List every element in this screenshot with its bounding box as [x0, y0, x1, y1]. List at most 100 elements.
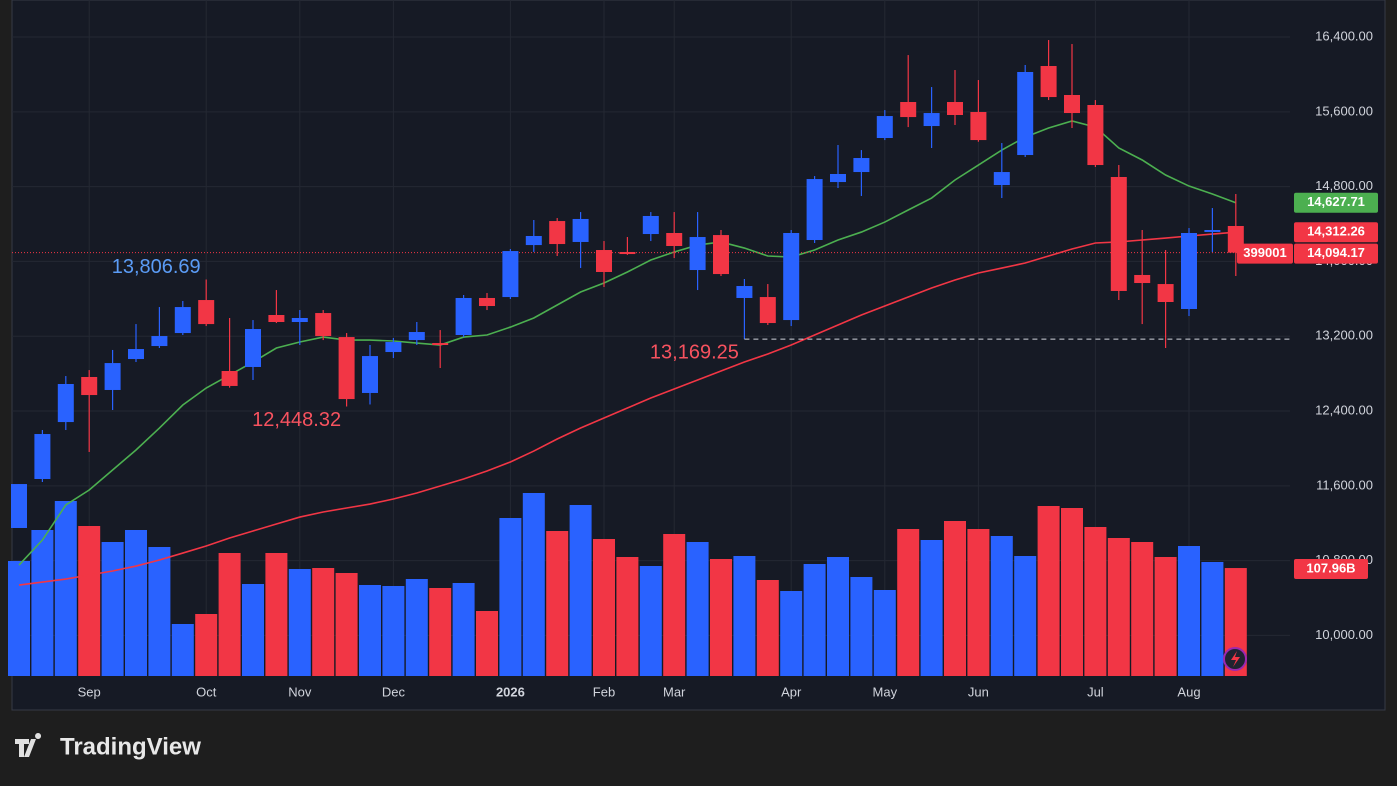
candle-body — [221, 371, 238, 386]
volume-bar — [944, 521, 966, 676]
brand-icon — [15, 733, 42, 757]
candle-body — [572, 218, 589, 242]
volume-bar — [780, 591, 803, 676]
candle-body — [525, 235, 542, 246]
symbol-label: 399001 — [1243, 245, 1286, 260]
x-tick-label: Oct — [196, 684, 217, 699]
volume-bar — [710, 559, 732, 676]
candle-body — [479, 297, 495, 307]
volume-bar — [1084, 527, 1107, 676]
candle-body — [783, 233, 800, 321]
candle-body — [1181, 233, 1197, 310]
candle-body — [1204, 230, 1221, 232]
candle-body — [549, 221, 566, 245]
candle-body — [198, 300, 215, 325]
candle-body — [993, 172, 1010, 186]
x-tick-label: Sep — [78, 684, 101, 699]
candle-body — [502, 251, 519, 298]
volume-bar — [873, 590, 896, 676]
candle-body — [736, 286, 753, 298]
candle-body — [174, 307, 191, 334]
volume-bar — [756, 580, 779, 676]
candle-body — [900, 102, 917, 118]
candle-body — [315, 313, 332, 337]
moving-average-last-label-box — [1294, 192, 1378, 213]
y-tick-label: 12,400.00 — [1315, 402, 1373, 417]
x-tick-label: Nov — [288, 684, 312, 699]
x-tick-label: Aug — [1177, 684, 1200, 699]
volume-bar — [546, 531, 569, 676]
volume-last-label-box — [1294, 559, 1368, 580]
moving-average-last-label: 14,627.71 — [1307, 194, 1365, 209]
moving-average-last-label: 14,312.26 — [1307, 224, 1365, 239]
candle-body — [34, 434, 51, 479]
x-tick-label: Jul — [1087, 684, 1104, 699]
volume-bar — [593, 539, 615, 676]
volume-bar — [1014, 556, 1037, 676]
volume-bar — [522, 493, 545, 676]
brand-logo: TradingView — [15, 733, 201, 760]
volume-bar — [1201, 562, 1224, 676]
candle-body — [57, 384, 74, 423]
volume-bar — [335, 573, 358, 676]
candle-body — [432, 343, 449, 346]
volume-bar — [733, 556, 756, 676]
volume-bar — [242, 584, 264, 676]
volume-bar — [499, 518, 522, 676]
volume-bar — [171, 624, 194, 676]
volume-bar — [288, 569, 311, 676]
candle-body — [947, 102, 963, 116]
volume-bar — [1061, 508, 1083, 676]
candle-body — [1040, 66, 1057, 98]
volume-bar — [803, 564, 826, 676]
candle-body — [830, 174, 846, 183]
candle-body — [151, 336, 168, 347]
candle-body — [128, 349, 144, 360]
last-price-label: 14,094.17 — [1307, 245, 1365, 260]
x-tick-label: Feb — [593, 684, 615, 699]
volume-bar — [476, 611, 498, 676]
candle-body — [1134, 274, 1151, 284]
candle-body — [455, 297, 472, 336]
candle-body — [806, 179, 823, 241]
candle-body — [1110, 176, 1127, 291]
candle-body — [923, 113, 940, 127]
candle-body — [385, 342, 402, 353]
volume-bar — [312, 568, 335, 676]
symbol-label-box — [1237, 243, 1293, 264]
volume-bar — [148, 547, 171, 676]
candle-body — [245, 329, 261, 367]
x-tick-label: Dec — [382, 684, 406, 699]
volume-bar — [125, 530, 147, 676]
volume-bar — [920, 540, 943, 676]
candle-body — [666, 233, 683, 246]
annotation-label: 13,806.69 — [112, 256, 201, 278]
last-price-label-box — [1294, 243, 1378, 264]
brand-name: TradingView — [60, 733, 201, 760]
volume-bar — [663, 534, 686, 676]
candle-body — [1017, 71, 1034, 156]
candle-body — [1087, 104, 1104, 166]
candle-body — [81, 376, 98, 396]
x-tick-label: Jun — [968, 684, 989, 699]
x-tick-label: Mar — [663, 684, 686, 699]
volume-bar — [359, 585, 381, 676]
volume-bar — [452, 583, 475, 676]
candle-body — [596, 250, 612, 272]
volume-bar — [101, 542, 124, 676]
moving-average-last-label-box — [1294, 222, 1378, 243]
candle-body — [759, 297, 776, 324]
annotation-label: 12,448.32 — [252, 409, 341, 431]
candle-body — [1064, 94, 1080, 114]
volume-bar — [686, 542, 709, 676]
candle-body — [104, 363, 121, 390]
volume-bar — [1107, 538, 1130, 676]
candle-body — [291, 317, 308, 323]
volume-bar — [827, 557, 849, 676]
volume-bar — [1037, 506, 1060, 676]
candle-body — [853, 158, 870, 173]
moving-average-line — [18, 231, 1236, 586]
x-tick-label: May — [873, 684, 898, 699]
